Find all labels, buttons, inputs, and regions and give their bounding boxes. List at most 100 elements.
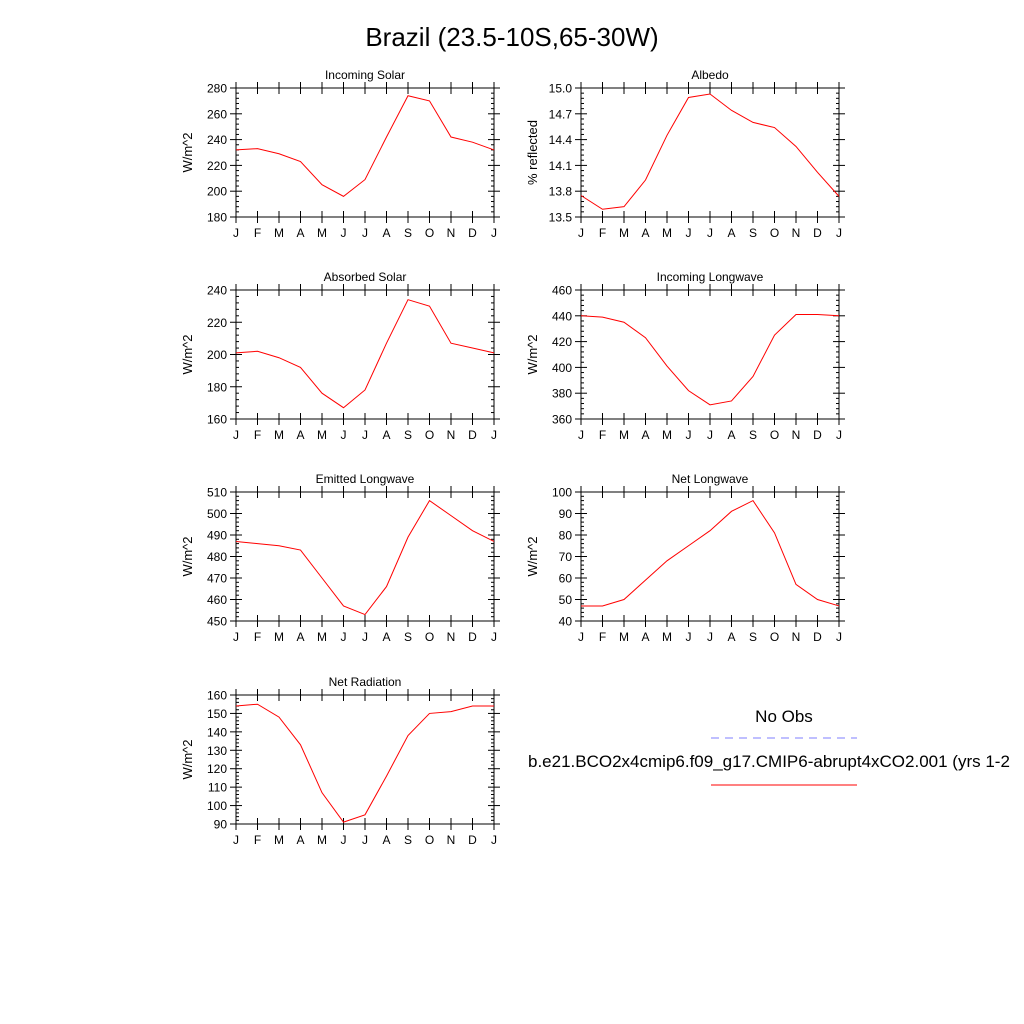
x-tick-label: M <box>274 428 284 442</box>
x-tick-label: M <box>662 226 672 240</box>
x-tick-label: D <box>813 226 822 240</box>
x-tick-label: F <box>254 226 261 240</box>
series-line <box>581 499 840 607</box>
x-tick-label: O <box>425 630 434 644</box>
x-tick-label: J <box>341 428 347 442</box>
y-tick-label: 14.1 <box>549 159 573 173</box>
x-tick-label: A <box>296 630 304 644</box>
x-tick-label: F <box>254 630 261 644</box>
series-line <box>580 314 840 406</box>
x-tick-label: M <box>274 833 284 847</box>
panel-title: Albedo <box>691 68 729 82</box>
x-tick-label: J <box>578 630 584 644</box>
y-tick-label: 90 <box>214 818 228 832</box>
y-axis-label: W/m^2 <box>180 132 195 172</box>
x-tick-label: J <box>233 630 239 644</box>
x-tick-label: S <box>749 226 757 240</box>
x-tick-label: M <box>662 630 672 644</box>
y-tick-label: 490 <box>207 529 227 543</box>
x-tick-label: N <box>447 630 456 644</box>
y-tick-label: 40 <box>559 615 573 629</box>
y-tick-label: 180 <box>207 380 227 394</box>
x-tick-label: S <box>749 630 757 644</box>
x-tick-label: J <box>836 428 842 442</box>
y-tick-label: 15.0 <box>549 82 573 96</box>
panel-title: Absorbed Solar <box>324 270 407 284</box>
x-tick-label: J <box>362 428 368 442</box>
y-tick-label: 100 <box>552 486 572 500</box>
x-tick-label: F <box>599 630 606 644</box>
legend-model-label: b.e21.BCO2x4cmip6.f09_g17.CMIP6-abrupt4x… <box>528 752 1010 771</box>
panel-title: Net Radiation <box>329 675 402 689</box>
x-tick-label: M <box>274 226 284 240</box>
y-tick-label: 510 <box>207 486 227 500</box>
x-tick-label: O <box>770 630 779 644</box>
x-tick-label: D <box>468 226 477 240</box>
y-tick-label: 360 <box>552 413 572 427</box>
x-tick-label: J <box>362 833 368 847</box>
x-tick-label: O <box>770 226 779 240</box>
series-line <box>235 499 495 616</box>
x-tick-label: A <box>382 428 390 442</box>
x-tick-label: D <box>468 833 477 847</box>
x-tick-label: O <box>425 833 434 847</box>
x-tick-label: J <box>491 630 497 644</box>
y-tick-label: 110 <box>208 781 227 795</box>
x-tick-label: M <box>317 630 327 644</box>
x-tick-label: J <box>341 226 347 240</box>
legend-obs-label: No Obs <box>755 707 813 726</box>
x-tick-label: J <box>233 226 239 240</box>
y-tick-label: 240 <box>207 284 227 298</box>
x-tick-label: D <box>468 428 477 442</box>
y-tick-label: 14.4 <box>549 133 573 147</box>
x-tick-label: J <box>233 833 239 847</box>
x-tick-label: A <box>727 630 735 644</box>
y-tick-label: 130 <box>207 744 227 758</box>
y-tick-label: 120 <box>207 762 227 776</box>
y-tick-label: 70 <box>559 550 573 564</box>
y-axis-label: W/m^2 <box>180 536 195 576</box>
y-tick-label: 140 <box>207 725 227 739</box>
x-tick-label: N <box>447 833 456 847</box>
series-line <box>235 95 495 197</box>
y-tick-label: 470 <box>207 572 227 586</box>
x-tick-label: A <box>382 833 390 847</box>
y-tick-label: 280 <box>207 82 227 96</box>
x-tick-label: J <box>836 630 842 644</box>
x-tick-label: J <box>707 226 713 240</box>
y-axis-label: W/m^2 <box>525 536 540 576</box>
y-tick-label: 460 <box>207 593 227 607</box>
x-tick-label: D <box>813 428 822 442</box>
x-tick-label: O <box>425 226 434 240</box>
x-tick-label: S <box>404 833 412 847</box>
y-tick-label: 500 <box>207 507 227 521</box>
y-tick-label: 460 <box>552 284 572 298</box>
x-tick-label: A <box>296 428 304 442</box>
figure-title: Brazil (23.5-10S,65-30W) <box>365 22 658 52</box>
x-tick-label: A <box>641 630 649 644</box>
y-axis-label: % reflected <box>525 120 540 185</box>
y-tick-label: 220 <box>207 316 227 330</box>
x-tick-label: M <box>317 833 327 847</box>
series-line <box>235 299 495 409</box>
y-tick-label: 200 <box>207 348 227 362</box>
x-tick-label: N <box>447 226 456 240</box>
x-tick-label: M <box>619 630 629 644</box>
x-tick-label: A <box>727 226 735 240</box>
x-tick-label: M <box>317 226 327 240</box>
series-line <box>580 93 840 210</box>
y-axis-label: W/m^2 <box>180 334 195 374</box>
y-tick-label: 150 <box>207 707 227 721</box>
y-tick-label: 160 <box>207 413 227 427</box>
x-tick-label: S <box>404 226 412 240</box>
x-tick-label: J <box>341 630 347 644</box>
x-tick-label: A <box>382 226 390 240</box>
x-tick-label: O <box>770 428 779 442</box>
x-tick-label: J <box>686 226 692 240</box>
